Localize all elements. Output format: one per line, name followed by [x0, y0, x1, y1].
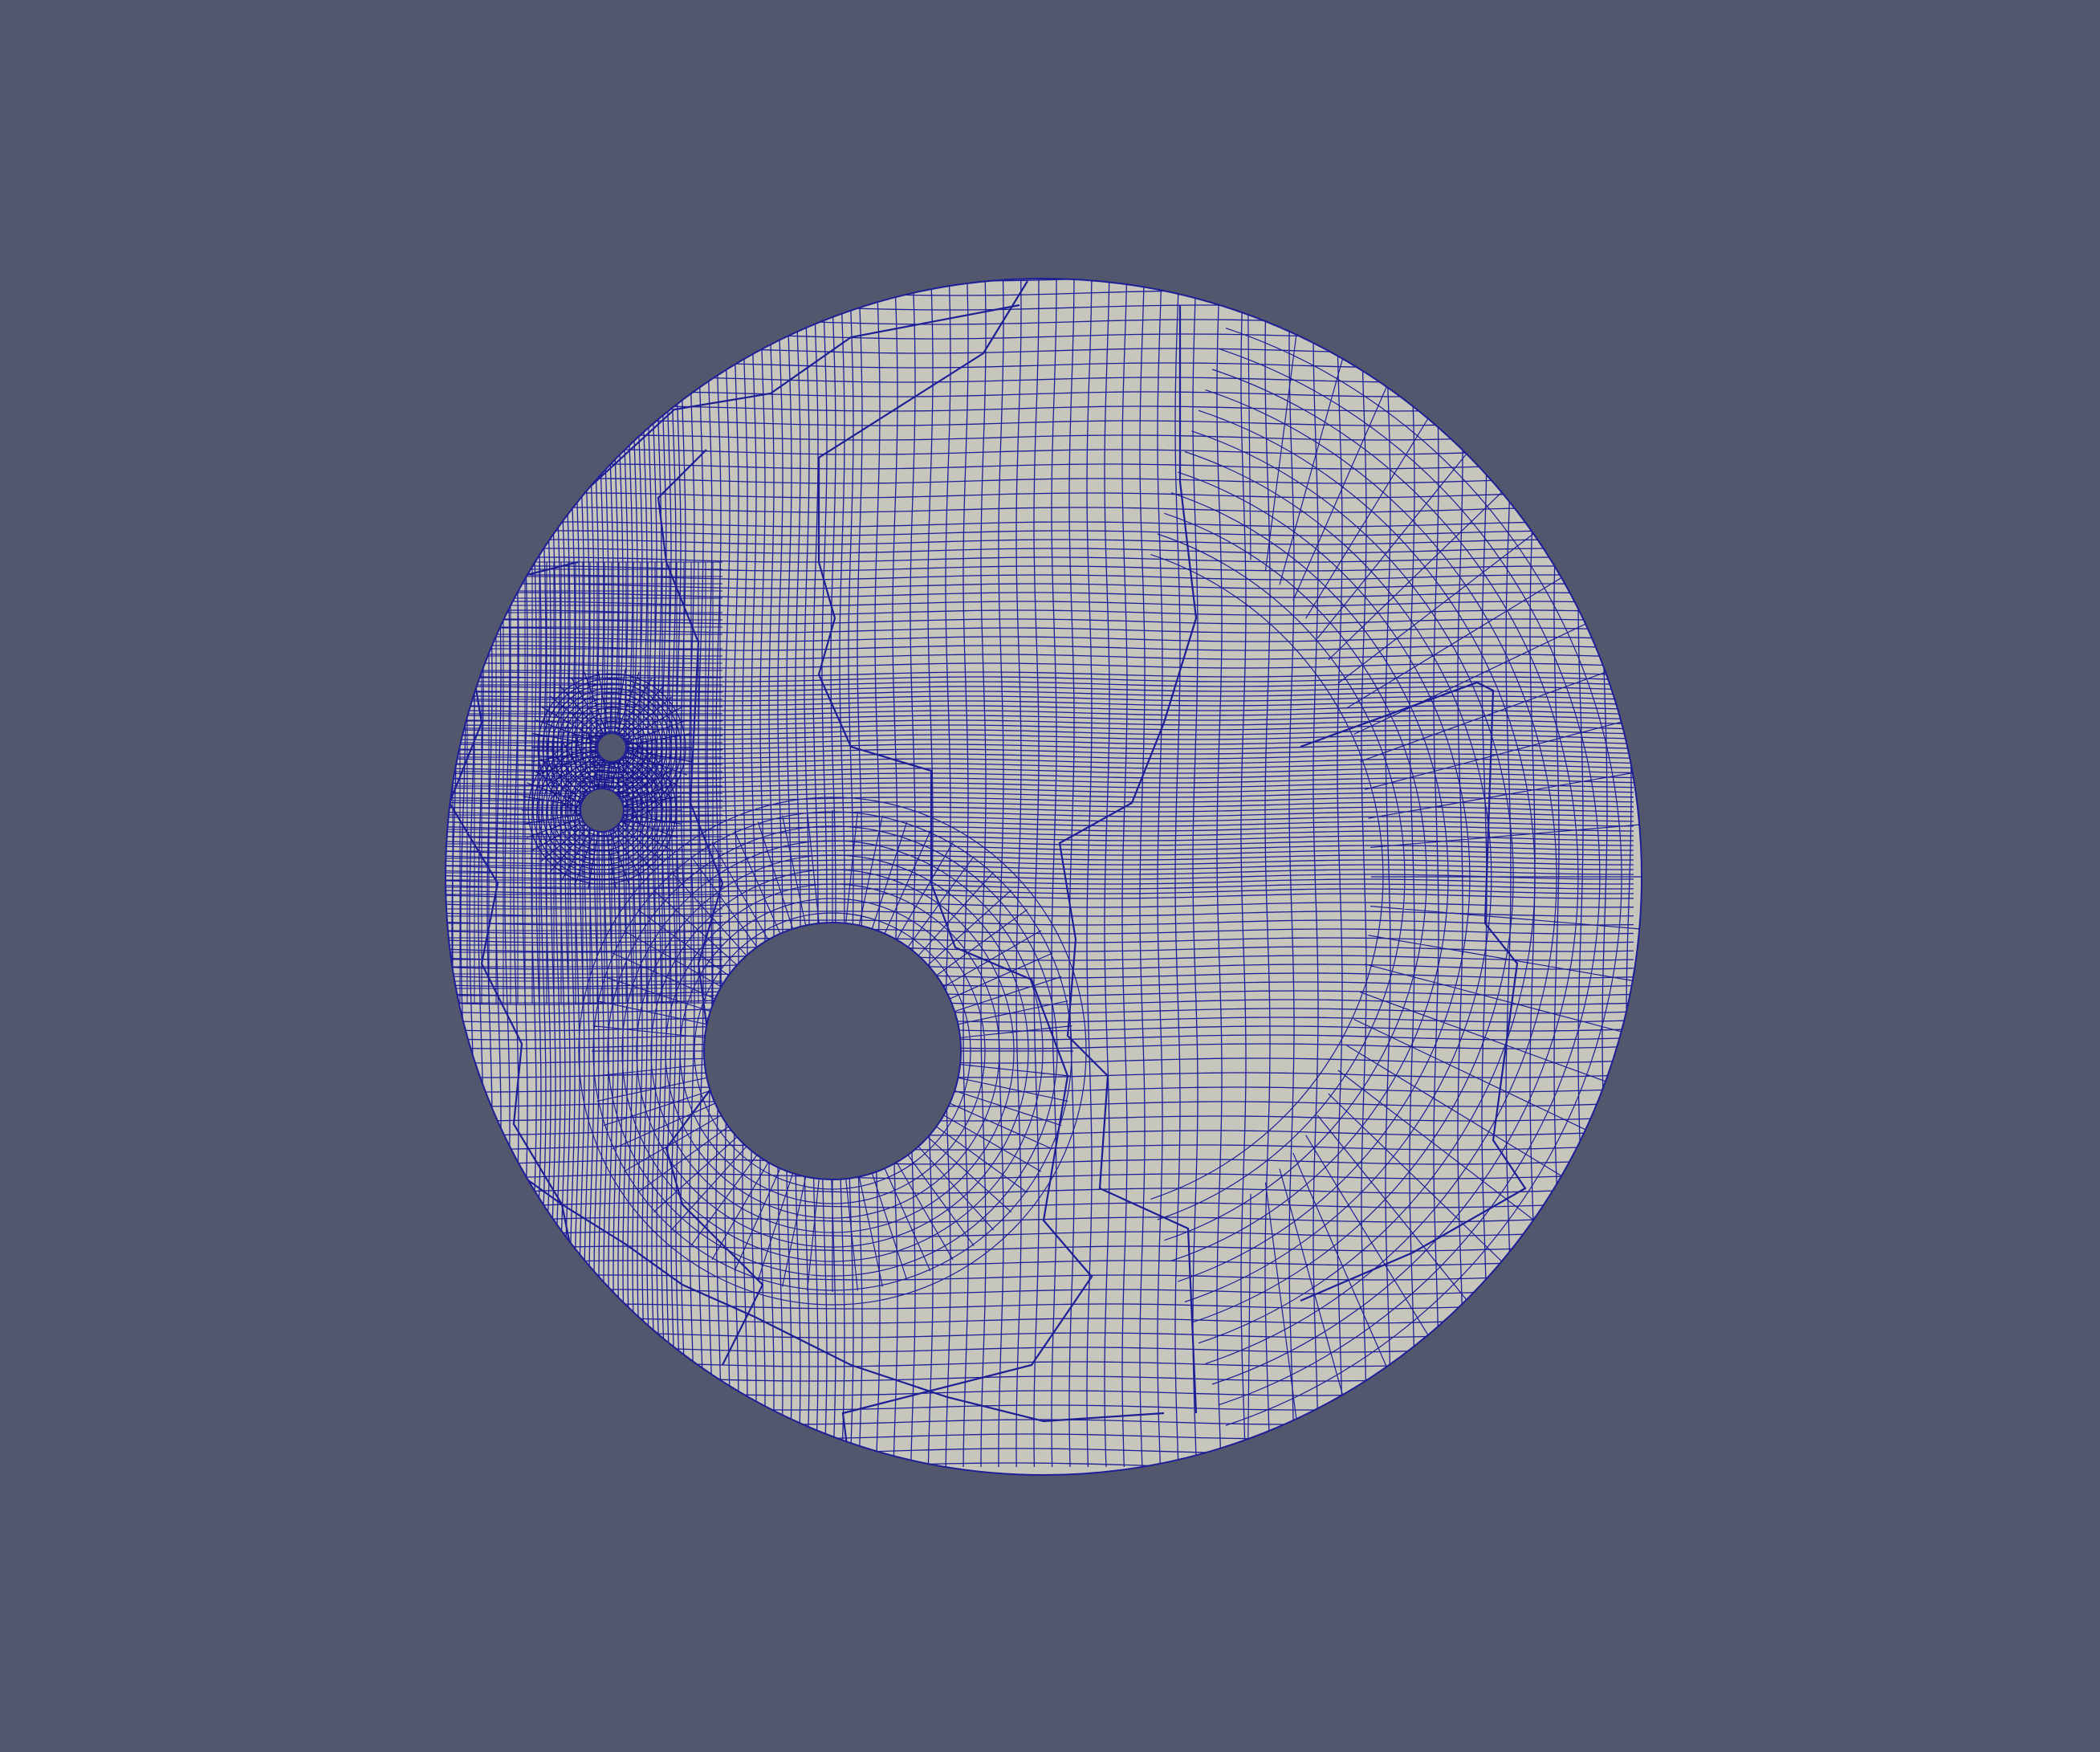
mesh-edges — [446, 279, 1642, 1469]
block-boundary-2 — [1058, 305, 1198, 1414]
block-boundary-6 — [577, 304, 1020, 499]
block-boundary-1 — [817, 280, 1093, 1475]
block-boundary-7 — [505, 1163, 1165, 1423]
mesh-refined-edges — [446, 561, 722, 1004]
small-hole-upper — [596, 732, 627, 763]
large-hole — [703, 922, 962, 1180]
mesh-horizontal-edges — [446, 279, 1634, 1469]
mesh-body — [446, 279, 1642, 1475]
mesh-large-hole-rings — [578, 797, 1087, 1306]
disk-outline — [445, 278, 1642, 1476]
mesh-right-curved-edges — [1150, 314, 1642, 1440]
block-boundary-3 — [1300, 681, 1527, 1302]
mesh-hole-rings — [522, 667, 692, 890]
block-boundary-4 — [657, 449, 764, 1366]
small-hole-lower — [580, 788, 625, 833]
